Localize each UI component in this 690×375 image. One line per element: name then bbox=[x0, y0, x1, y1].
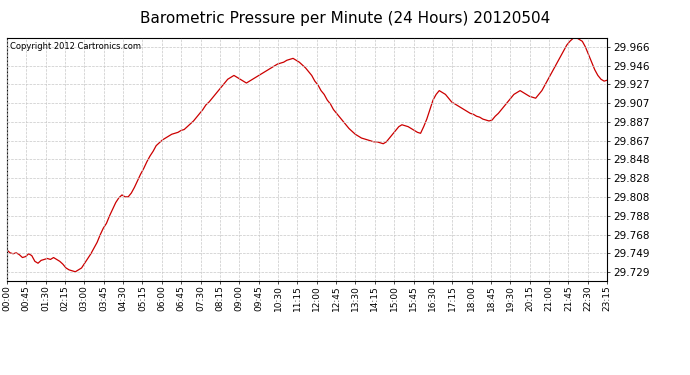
Text: Copyright 2012 Cartronics.com: Copyright 2012 Cartronics.com bbox=[10, 42, 141, 51]
Text: Barometric Pressure per Minute (24 Hours) 20120504: Barometric Pressure per Minute (24 Hours… bbox=[140, 11, 550, 26]
